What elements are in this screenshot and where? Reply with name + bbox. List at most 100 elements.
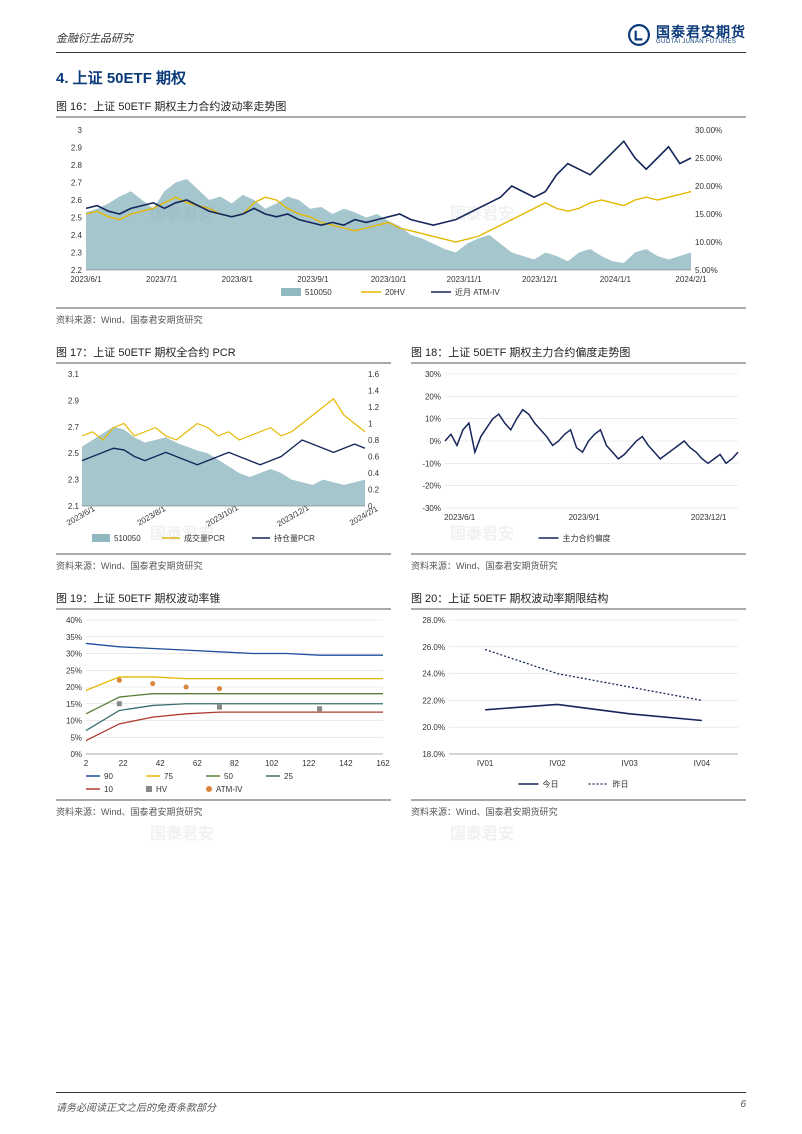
- svg-text:2.2: 2.2: [71, 266, 83, 275]
- svg-text:2023/6/1: 2023/6/1: [444, 513, 476, 522]
- page-header: 金融衍生品研究 国泰君安期货 GUOTAI JUNAN FUTURES: [56, 24, 746, 53]
- header-category: 金融衍生品研究: [56, 30, 133, 46]
- footer-disclaimer: 请务必阅读正文之后的免责条款部分: [56, 1099, 216, 1114]
- svg-text:3.1: 3.1: [68, 370, 80, 379]
- svg-text:35%: 35%: [66, 633, 82, 642]
- svg-text:2.9: 2.9: [71, 144, 83, 153]
- svg-text:10%: 10%: [425, 415, 441, 424]
- svg-text:5.00%: 5.00%: [695, 266, 718, 275]
- svg-text:22.0%: 22.0%: [422, 696, 445, 705]
- fig16-source: 资料来源：Wind、国泰君安期货研究: [56, 313, 746, 326]
- svg-text:2023/12/1: 2023/12/1: [522, 275, 558, 284]
- svg-text:2.3: 2.3: [71, 249, 83, 258]
- svg-text:-20%: -20%: [422, 482, 441, 491]
- svg-text:2023/10/1: 2023/10/1: [371, 275, 407, 284]
- svg-text:2.8: 2.8: [71, 161, 83, 170]
- fig16-block: 图 16：上证 50ETF 期权主力合约波动率走势图 2.22.32.42.52…: [56, 98, 746, 326]
- svg-text:2023/11/1: 2023/11/1: [447, 275, 483, 284]
- svg-text:0%: 0%: [70, 750, 82, 759]
- svg-text:1.4: 1.4: [368, 387, 380, 396]
- svg-text:40%: 40%: [66, 616, 82, 625]
- svg-text:0%: 0%: [429, 437, 441, 446]
- svg-text:20HV: 20HV: [385, 288, 406, 297]
- svg-text:75: 75: [164, 772, 173, 781]
- fig17-chart: 2.12.32.52.72.93.100.20.40.60.811.21.41.…: [56, 368, 391, 548]
- svg-text:昨日: 昨日: [613, 779, 629, 789]
- svg-text:25.00%: 25.00%: [695, 154, 722, 163]
- svg-text:5%: 5%: [70, 733, 82, 742]
- fig19-chart: 0%5%10%15%20%25%30%35%40%222426282102122…: [56, 614, 391, 794]
- fig20-title: 图 20：上证 50ETF 期权波动率期限结构: [411, 590, 746, 610]
- fig19-block: 图 19：上证 50ETF 期权波动率锥 0%5%10%15%20%25%30%…: [56, 590, 391, 836]
- svg-text:122: 122: [302, 759, 316, 768]
- svg-text:2.1: 2.1: [68, 502, 80, 511]
- svg-text:0.6: 0.6: [368, 453, 380, 462]
- svg-text:IV04: IV04: [694, 759, 711, 768]
- svg-text:持仓量PCR: 持仓量PCR: [274, 533, 315, 543]
- svg-text:2.9: 2.9: [68, 396, 80, 405]
- svg-text:今日: 今日: [543, 779, 559, 789]
- svg-text:0.8: 0.8: [368, 436, 380, 445]
- svg-text:20.0%: 20.0%: [422, 723, 445, 732]
- svg-text:2023/6/1: 2023/6/1: [70, 275, 102, 284]
- fig18-block: 图 18：上证 50ETF 期权主力合约偏度走势图 -30%-20%-10%0%…: [411, 344, 746, 590]
- svg-text:2.5: 2.5: [68, 449, 80, 458]
- svg-text:25: 25: [284, 772, 293, 781]
- section-title: 4. 上证 50ETF 期权: [56, 67, 746, 88]
- fig20-block: 图 20：上证 50ETF 期权波动率期限结构 18.0% 20.0% 22.0% 2…: [411, 590, 746, 836]
- svg-text:10.00%: 10.00%: [695, 238, 722, 247]
- svg-text:30.00%: 30.00%: [695, 126, 722, 135]
- svg-text:18.0%: 18.0%: [422, 750, 445, 759]
- svg-text:62: 62: [193, 759, 202, 768]
- svg-text:102: 102: [265, 759, 279, 768]
- svg-text:ATM-IV: ATM-IV: [216, 785, 243, 794]
- fig17-source: 资料来源：Wind、国泰君安期货研究: [56, 559, 391, 572]
- fig18-source: 资料来源：Wind、国泰君安期货研究: [411, 559, 746, 572]
- svg-text:2024/2/1: 2024/2/1: [348, 504, 380, 528]
- svg-text:2.7: 2.7: [68, 423, 80, 432]
- logo-icon: [628, 24, 650, 46]
- svg-text:2024/2/1: 2024/2/1: [675, 275, 707, 284]
- svg-text:2023/9/1: 2023/9/1: [297, 275, 329, 284]
- svg-text:10%: 10%: [66, 717, 82, 726]
- brand: 国泰君安期货 GUOTAI JUNAN FUTURES: [628, 24, 746, 46]
- svg-text:1: 1: [368, 420, 373, 429]
- svg-text:25%: 25%: [66, 666, 82, 675]
- svg-text:15.00%: 15.00%: [695, 210, 722, 219]
- svg-text:2023/7/1: 2023/7/1: [146, 275, 178, 284]
- svg-text:0.2: 0.2: [368, 486, 380, 495]
- svg-text:90: 90: [104, 772, 113, 781]
- brand-en: GUOTAI JUNAN FUTURES: [656, 39, 746, 45]
- svg-text:2.4: 2.4: [71, 231, 83, 240]
- svg-text:2.3: 2.3: [68, 476, 80, 485]
- svg-text:2: 2: [84, 759, 89, 768]
- fig20-chart: 18.0%20.0%22.0%24.0%26.0%28.0%IV01IV02IV…: [411, 614, 746, 794]
- svg-text:2.6: 2.6: [71, 196, 83, 205]
- svg-text:2023/12/1: 2023/12/1: [691, 513, 727, 522]
- svg-text:20.00%: 20.00%: [695, 182, 722, 191]
- svg-text:2.7: 2.7: [71, 179, 83, 188]
- svg-text:1.2: 1.2: [368, 403, 380, 412]
- svg-text:510050: 510050: [114, 534, 141, 543]
- svg-text:2023/8/1: 2023/8/1: [222, 275, 254, 284]
- svg-text:142: 142: [339, 759, 353, 768]
- svg-text:20%: 20%: [66, 683, 82, 692]
- fig19-title: 图 19：上证 50ETF 期权波动率锥: [56, 590, 391, 610]
- fig18-title: 图 18：上证 50ETF 期权主力合约偏度走势图: [411, 344, 746, 364]
- fig17-block: 图 17：上证 50ETF 期权全合约 PCR 2.12.32.52.72.93…: [56, 344, 391, 590]
- svg-text:10: 10: [104, 785, 113, 794]
- svg-text:IV01: IV01: [477, 759, 494, 768]
- svg-text:2024/1/1: 2024/1/1: [600, 275, 632, 284]
- svg-text:2023/8/1: 2023/8/1: [136, 504, 168, 528]
- svg-text:成交量PCR: 成交量PCR: [184, 533, 225, 543]
- svg-text:IV02: IV02: [549, 759, 566, 768]
- svg-text:28.0%: 28.0%: [422, 616, 445, 625]
- page-footer: 请务必阅读正文之后的免责条款部分 6: [56, 1092, 746, 1114]
- svg-text:162: 162: [376, 759, 390, 768]
- svg-text:IV03: IV03: [621, 759, 638, 768]
- svg-text:2023/12/1: 2023/12/1: [275, 503, 311, 529]
- fig16-title: 图 16：上证 50ETF 期权主力合约波动率走势图: [56, 98, 746, 118]
- svg-text:-10%: -10%: [422, 459, 441, 468]
- fig18-chart: -30%-20%-10%0%10%20%30%2023/6/12023/9/12…: [411, 368, 746, 548]
- svg-text:近月 ATM-IV: 近月 ATM-IV: [455, 287, 500, 297]
